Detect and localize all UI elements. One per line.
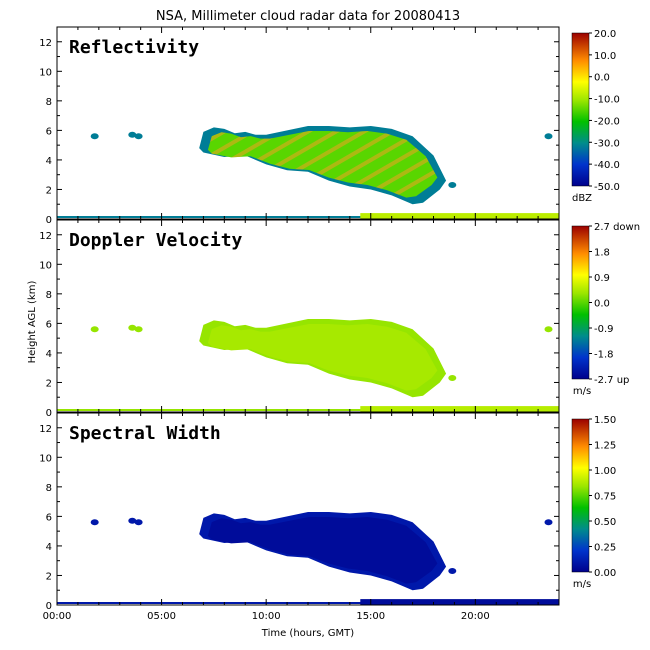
y-tick-label: 8	[46, 290, 52, 301]
colorbar-tick-label: 0.0	[594, 299, 610, 310]
small-echo	[90, 519, 99, 526]
panel-title: Reflectivity	[69, 37, 199, 58]
plot-area	[57, 220, 559, 412]
y-tick-label: 12	[39, 424, 52, 435]
small-echo	[544, 133, 553, 140]
colorbar-tick-label: 10.0	[594, 51, 616, 62]
colorbar-unit: m/s	[573, 579, 591, 590]
colorbar-tick-label: -10.0	[594, 95, 620, 106]
colorbar-unit: dBZ	[572, 193, 592, 204]
panel-title: Doppler Velocity	[69, 230, 243, 251]
small-echo	[134, 133, 143, 140]
small-echo	[544, 326, 553, 333]
y-tick-label: 0	[46, 408, 52, 419]
chart-title: NSA, Millimeter cloud radar data for 200…	[156, 9, 460, 24]
plot-area	[57, 27, 559, 219]
cloud-core	[207, 517, 438, 584]
small-echo	[128, 131, 137, 138]
colorbar-tick-label: 1.00	[594, 466, 616, 477]
y-tick-label: 6	[46, 319, 52, 330]
colorbar-tick-label: 0.75	[594, 492, 616, 503]
x-axis-label: Time (hours, GMT)	[261, 628, 355, 639]
y-tick-label: 6	[46, 512, 52, 523]
colorbar-tick-label: 0.9	[594, 273, 610, 284]
y-tick-label: 4	[46, 156, 52, 167]
colorbar-tick-label: -2.7 up	[594, 375, 629, 386]
colorbar-unit: m/s	[573, 386, 591, 397]
colorbar-tick-label: 1.8	[594, 248, 610, 259]
small-echo	[128, 517, 137, 524]
small-echo	[134, 519, 143, 526]
y-tick-label: 12	[39, 231, 52, 242]
y-tick-label: 8	[46, 483, 52, 494]
colorbar-tick-label: 0.50	[594, 517, 616, 528]
small-echo	[544, 519, 553, 526]
cloud-streaks	[207, 131, 438, 198]
y-tick-label: 4	[46, 349, 52, 360]
colorbar-tick-label: -1.8	[594, 350, 614, 361]
x-tick-label: 00:00	[43, 611, 72, 622]
y-tick-label: 10	[39, 453, 52, 464]
panel-2: Spectral Width 0 2 4 6 8 10 12 1.50 1.25 1.00 0.75 0…	[39, 412, 616, 612]
small-echo	[90, 326, 99, 333]
colorbar-tick-label: 2.7 down	[594, 222, 640, 233]
panels-group: Reflectivity02468101220.010.00.0-10.0-20…	[39, 26, 640, 612]
y-tick-label: 2	[46, 571, 52, 582]
small-echo	[90, 133, 99, 140]
y-tick-label: 10	[39, 260, 52, 271]
y-tick-label: 10	[39, 67, 52, 78]
small-echo	[128, 324, 137, 331]
colorbar	[571, 225, 590, 380]
colorbar-tick-label: 20.0	[594, 29, 616, 40]
y-tick-label: 0	[46, 215, 52, 226]
ground-band	[360, 213, 559, 219]
y-tick-label: 8	[46, 97, 52, 108]
y-tick-label: 2	[46, 378, 52, 389]
colorbar	[571, 418, 590, 573]
y-tick-label: 2	[46, 185, 52, 196]
plot-area	[57, 413, 559, 605]
y-tick-label: 0	[46, 601, 52, 612]
colorbar	[571, 32, 590, 187]
ground-band	[360, 599, 559, 605]
small-echo	[448, 182, 457, 188]
x-tick-label: 20:00	[461, 611, 490, 622]
colorbar-tick-label: -50.0	[594, 182, 620, 193]
y-tick-label: 6	[46, 126, 52, 137]
y-tick-label: 4	[46, 542, 52, 553]
colorbar-tick-label: 1.50	[594, 415, 616, 426]
y-tick-label: 12	[39, 38, 52, 49]
panel-1: Doppler Velocity 0 2 4 6 8 10 12 2.7 down 1.8 0.9 0…	[39, 219, 640, 419]
small-echo	[448, 375, 457, 381]
small-echo	[134, 326, 143, 333]
panel-0: Reflectivity 0 2 4 6 8 10 12 20.0 10.0 0.0 -10.0 -20…	[39, 26, 620, 226]
x-tick-labels: 00:00 05:00 10:00 15:00 20:00	[43, 611, 490, 622]
colorbar-tick-label: -30.0	[594, 138, 620, 149]
panel-title: Spectral Width	[69, 423, 221, 444]
x-tick-label: 05:00	[147, 611, 176, 622]
small-echo	[448, 568, 457, 574]
x-tick-label: 15:00	[356, 611, 385, 622]
colorbar-tick-label: -0.9	[594, 324, 614, 335]
colorbar-tick-label: 0.00	[594, 568, 616, 579]
colorbar-tick-label: 0.25	[594, 543, 616, 554]
colorbar-tick-label: -20.0	[594, 116, 620, 127]
cloud-core	[207, 324, 438, 391]
ground-band	[360, 406, 559, 412]
y-axis-label: Height AGL (km)	[27, 281, 38, 364]
colorbar-tick-label: 1.25	[594, 441, 616, 452]
colorbar-tick-label: -40.0	[594, 160, 620, 171]
x-tick-label: 10:00	[252, 611, 281, 622]
colorbar-tick-label: 0.0	[594, 73, 610, 84]
